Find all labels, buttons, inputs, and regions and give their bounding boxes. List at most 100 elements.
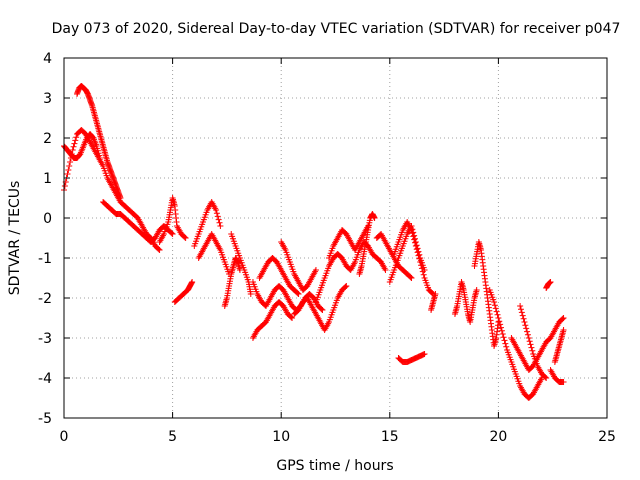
data-point <box>499 331 506 337</box>
plot-frame <box>63 57 608 419</box>
data-point <box>169 231 176 237</box>
interpolated-point <box>528 344 535 351</box>
interpolated-point <box>502 340 509 347</box>
y-tick-label: 4 <box>43 51 52 67</box>
interpolated-point <box>526 338 533 345</box>
interpolated-point <box>523 325 530 332</box>
series-s4 <box>100 199 176 245</box>
interpolated-point <box>294 290 301 297</box>
interpolated-point <box>288 314 295 321</box>
interpolated-point <box>519 312 526 319</box>
data-point <box>182 235 189 241</box>
data-point <box>382 267 389 273</box>
data-point <box>408 227 415 233</box>
interpolated-point <box>416 255 423 262</box>
interpolated-point <box>70 143 77 150</box>
series-s27 <box>508 315 567 373</box>
series-s12 <box>249 299 296 341</box>
data-point <box>217 223 224 229</box>
data-point <box>421 351 428 357</box>
series-s18 <box>356 211 378 277</box>
y-tick-label: -4 <box>38 371 52 387</box>
y-tick-label: 1 <box>43 171 52 187</box>
series-s28 <box>517 303 550 381</box>
interpolated-point <box>493 308 500 315</box>
interpolated-point <box>411 236 418 243</box>
data-point <box>117 195 124 201</box>
interpolated-point <box>524 328 531 335</box>
interpolated-point <box>73 134 80 141</box>
interpolated-point <box>66 163 73 169</box>
scatter-points <box>61 83 567 401</box>
interpolated-point <box>559 315 566 322</box>
interpolated-point <box>411 239 418 246</box>
data-point <box>343 283 350 289</box>
data-point <box>491 299 498 305</box>
interpolated-point <box>61 183 68 189</box>
interpolated-point <box>413 246 420 253</box>
interpolated-point <box>72 137 79 144</box>
interpolated-point <box>522 322 529 329</box>
interpolated-point <box>503 343 510 350</box>
interpolated-point <box>410 233 417 240</box>
data-point <box>560 379 567 385</box>
data-point <box>213 207 220 213</box>
series-s30 <box>547 367 567 385</box>
interpolated-point <box>181 234 188 241</box>
y-tick-label: 2 <box>43 131 52 147</box>
series-s5 <box>156 195 189 245</box>
x-tick-label: 0 <box>60 429 69 445</box>
data-point <box>65 167 72 173</box>
interpolated-point <box>64 171 71 177</box>
chart-title: Day 073 of 2020, Sidereal Day-to-day VTE… <box>52 21 621 37</box>
data-point <box>560 315 567 321</box>
interpolated-point <box>213 210 220 217</box>
series-s26 <box>486 287 545 401</box>
interpolated-point <box>498 327 505 334</box>
interpolated-point <box>155 246 162 253</box>
interpolated-point <box>501 337 508 344</box>
y-tick-label: -1 <box>38 251 52 267</box>
data-point <box>525 335 532 341</box>
series-s7 <box>191 199 224 249</box>
data-point <box>521 319 528 325</box>
series-s31 <box>551 327 567 365</box>
series-s13 <box>256 255 302 297</box>
series-s10 <box>228 231 254 297</box>
interpolated-point <box>216 219 223 226</box>
x-tick-label: 5 <box>168 429 177 445</box>
interpolated-point <box>67 159 74 165</box>
data-point <box>560 327 567 333</box>
interpolated-point <box>168 230 175 237</box>
data-point <box>547 279 554 285</box>
interpolated-point <box>414 249 421 256</box>
data-point <box>495 315 502 321</box>
interpolated-point <box>527 341 534 348</box>
series-s29 <box>543 279 554 291</box>
interpolated-point <box>214 213 221 220</box>
data-point <box>96 155 103 161</box>
data-point <box>371 215 378 221</box>
data-point <box>312 267 319 273</box>
series-s17 <box>325 223 372 261</box>
x-tick-label: 25 <box>598 429 616 445</box>
data-point <box>408 275 415 281</box>
data-point <box>417 259 424 265</box>
data-point <box>69 147 76 153</box>
series-s8 <box>195 231 233 277</box>
interpolated-point <box>409 230 416 237</box>
series-s3 <box>74 83 124 201</box>
series-s9 <box>221 255 243 309</box>
data-point <box>412 243 419 249</box>
y-tick-label: -5 <box>38 411 52 427</box>
interpolated-point <box>529 347 536 354</box>
data-point <box>247 291 254 297</box>
data-point <box>319 307 326 313</box>
y-tick-label: -2 <box>38 291 52 307</box>
y-tick-label: -3 <box>38 331 52 347</box>
interpolated-point <box>494 311 501 318</box>
interpolated-point <box>500 334 507 341</box>
series-s20 <box>386 223 428 285</box>
interpolated-point <box>518 309 525 316</box>
